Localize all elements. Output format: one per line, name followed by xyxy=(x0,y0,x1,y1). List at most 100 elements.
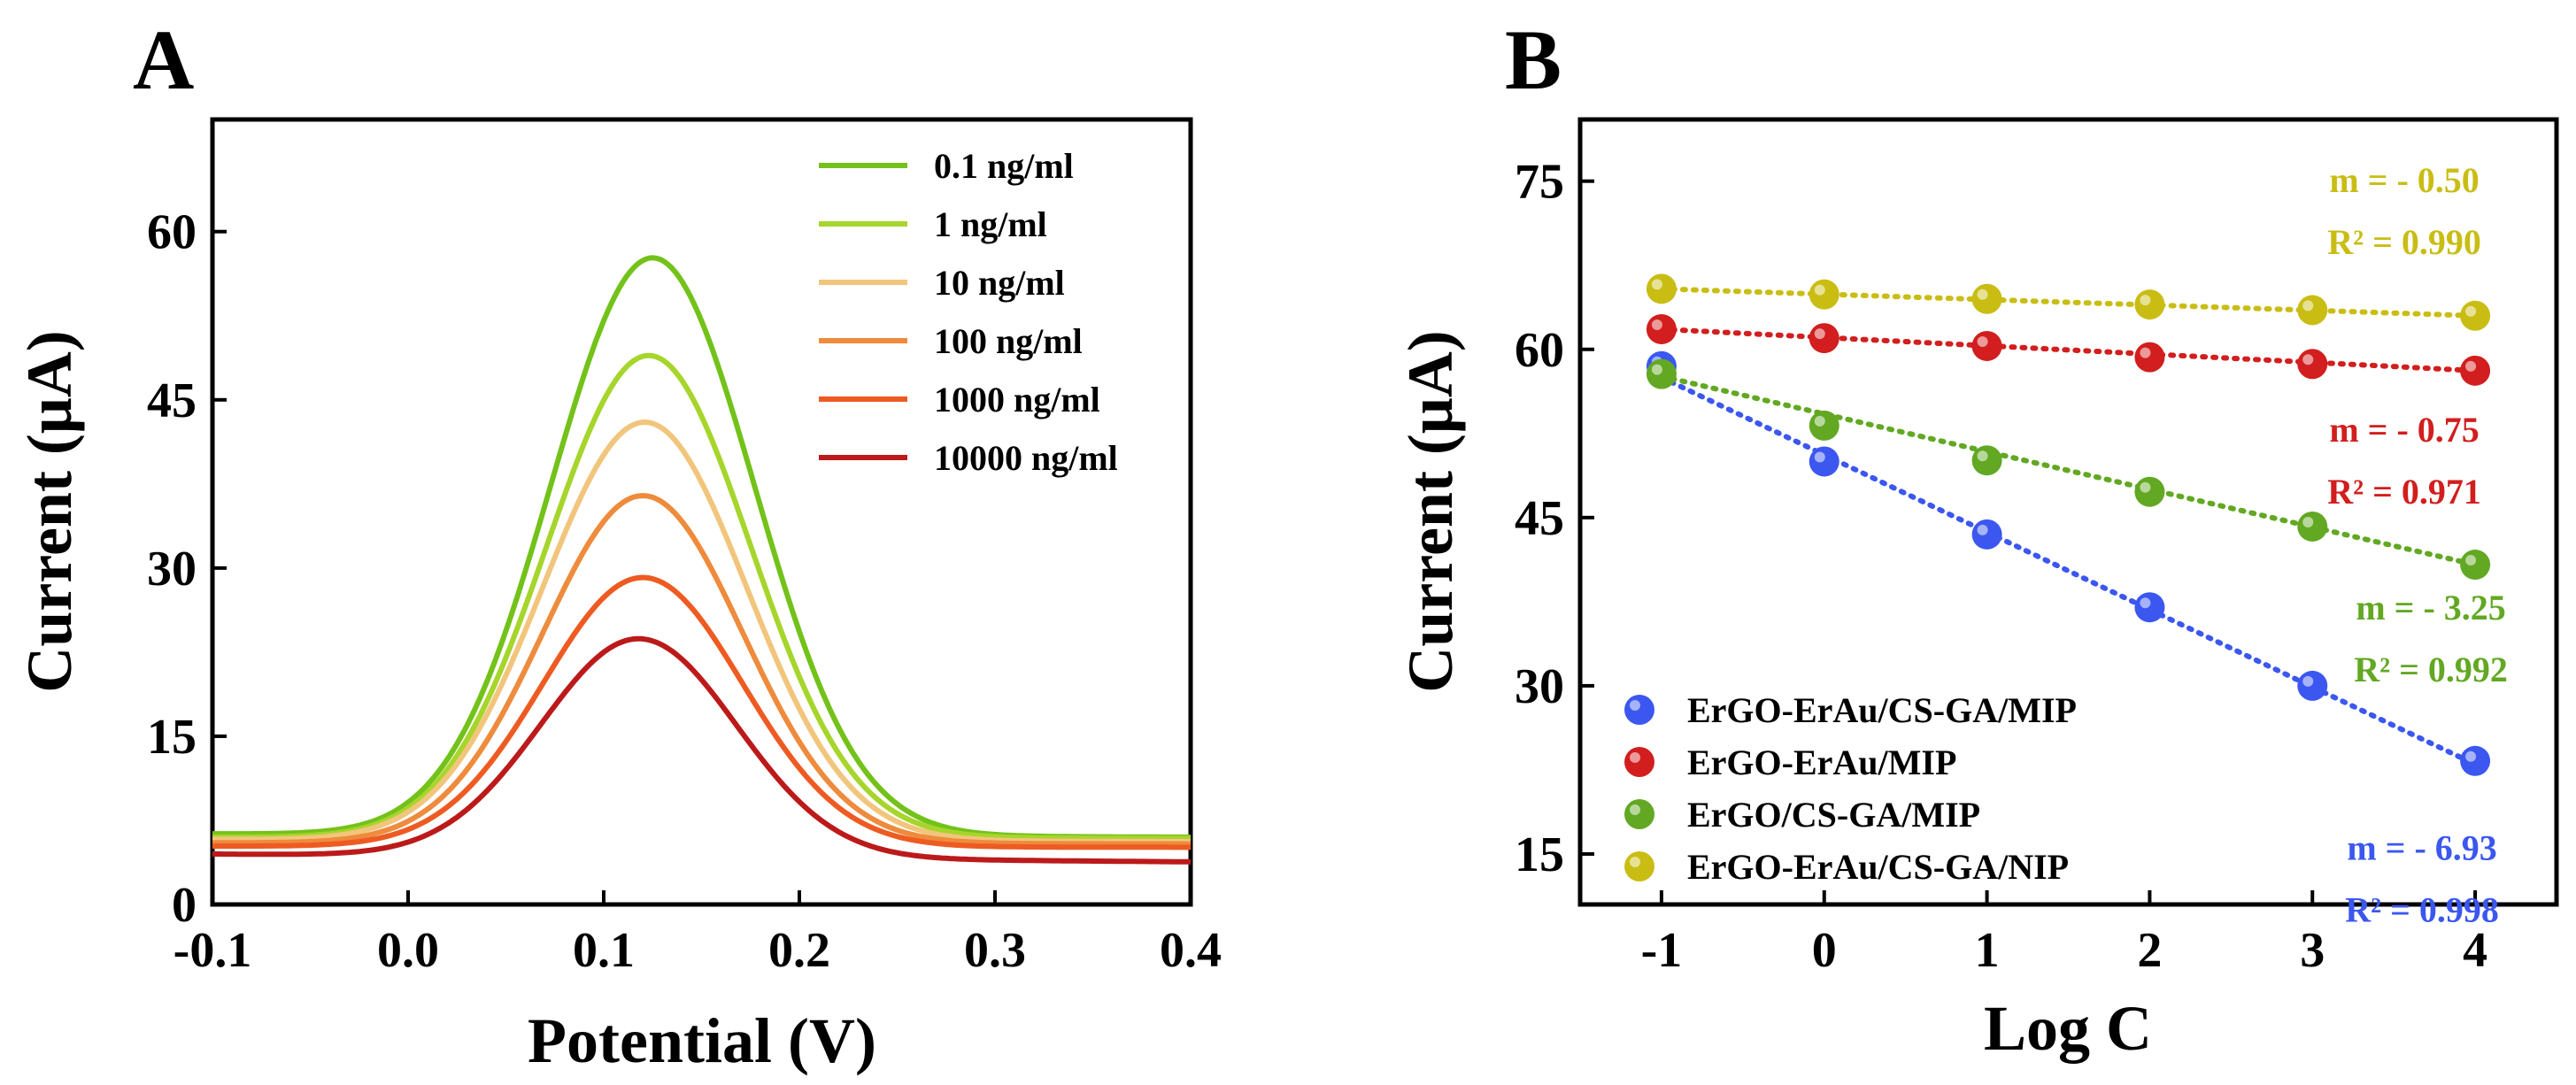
panel-a-legend-label: 10 ng/ml xyxy=(934,263,1065,303)
panel-b-legend-marker xyxy=(1624,747,1654,777)
panel-a-x-ticks: -0.1 0.0 0.1 0.2 0.3 0.4 xyxy=(174,890,1222,978)
panel-a-x-axis-title: Potential (V) xyxy=(528,1005,876,1076)
panel-a-y-tick-label: 60 xyxy=(147,205,197,260)
panel-a-x-tick-label: 0.1 xyxy=(573,923,635,978)
panel-b-x-tick-label: -1 xyxy=(1641,923,1683,978)
panel-b-slope-label: m = - 6.93 xyxy=(2347,828,2496,868)
panel-b-y-tick-label: 30 xyxy=(1515,659,1564,714)
panel-b-legend-marker xyxy=(1624,695,1654,725)
panel-a-legend-label: 0.1 ng/ml xyxy=(934,146,1074,186)
panel-b-point xyxy=(1971,519,2002,550)
panel-b-legend-label: ErGO-ErAu/CS-GA/NIP xyxy=(1687,847,2069,887)
panel-b-point-highlight xyxy=(2302,516,2314,527)
panel-a-y-tick-label: 15 xyxy=(147,710,197,765)
panel-b-points xyxy=(1646,273,2491,776)
panel-b-r2-label: R² = 0.998 xyxy=(2345,890,2499,930)
panel-a-legend-label: 10000 ng/ml xyxy=(934,438,1118,478)
panel-b-annotations: m = - 6.93 R² = 0.998 m = - 0.75 R² = 0.971… xyxy=(2327,160,2508,930)
panel-b-slope-label: m = - 0.50 xyxy=(2329,160,2479,200)
panel-b-point-highlight xyxy=(2140,481,2151,493)
panel-b-point xyxy=(2297,349,2328,380)
panel-b-point xyxy=(1971,330,2002,361)
panel-a-x-tick-label: 0.4 xyxy=(1160,923,1222,978)
panel-b-y-tick-label: 45 xyxy=(1515,491,1564,546)
panel-b-fit-lines xyxy=(1658,286,2479,767)
panel-b-point xyxy=(2297,295,2328,326)
panel-a-frame xyxy=(210,117,1193,907)
panel-b-point xyxy=(1971,283,2002,314)
panel-b-frame xyxy=(1577,117,2559,907)
panel-b-label: B xyxy=(1505,12,1562,107)
panel-b-point xyxy=(2460,300,2491,331)
panel-b-slope-label: m = - 0.75 xyxy=(2329,410,2479,450)
panel-a-label: A xyxy=(133,12,194,107)
panel-b-point xyxy=(1809,323,1839,354)
panel-b-point-highlight xyxy=(1977,289,1988,300)
panel-b-point-highlight xyxy=(2140,295,2151,306)
panel-b-point-highlight xyxy=(2302,675,2314,687)
panel-b-fit-line xyxy=(1658,326,2479,373)
panel-a-curve-4 xyxy=(212,574,1191,850)
panel-b-point xyxy=(2134,289,2165,320)
panel-a-x-tick-label: 0.3 xyxy=(964,923,1026,978)
panel-b-legend-marker-highlight xyxy=(1630,700,1640,711)
panel-b-point-highlight xyxy=(2465,360,2477,372)
panel-b-slope-label: m = - 3.25 xyxy=(2356,588,2505,627)
panel-b-point-highlight xyxy=(1977,335,1988,347)
panel-b-legend-marker-highlight xyxy=(1630,752,1640,763)
panel-b-legend-marker-highlight xyxy=(1630,804,1640,815)
panel-b-fit-line xyxy=(1658,373,2479,568)
panel-b-point-highlight xyxy=(2302,354,2314,366)
panel-b-fit-line xyxy=(1658,286,2479,319)
panel-b-x-tick-label: 3 xyxy=(2300,923,2325,978)
panel-a-legend: 0.1 ng/ml 1 ng/ml 10 ng/ml 100 ng/ml 1000 ng… xyxy=(819,146,1118,478)
panel-b-y-axis-title: Current (μA) xyxy=(1395,330,1466,692)
panel-b-point xyxy=(1809,446,1839,477)
panel-b-point-highlight xyxy=(1814,284,1825,296)
panel-b-point-highlight xyxy=(2302,300,2314,312)
panel-b-point-highlight xyxy=(1651,279,1662,290)
panel-a-legend-label: 100 ng/ml xyxy=(934,321,1083,361)
panel-b-legend-label: ErGO-ErAu/MIP xyxy=(1687,743,1956,782)
panel-b-r2-label: R² = 0.992 xyxy=(2354,650,2508,689)
panel-a-y-tick-label: 45 xyxy=(147,373,197,428)
panel-b-point xyxy=(1809,410,1839,441)
panel-b-point-highlight xyxy=(1977,524,1988,535)
panel-b-y-tick-label: 75 xyxy=(1515,155,1564,210)
panel-a-y-tick-label: 0 xyxy=(172,878,197,933)
panel-b-point-highlight xyxy=(2140,597,2151,609)
panel-b-point xyxy=(2460,745,2491,776)
panel-b-point xyxy=(2460,355,2491,386)
panel-a-y-tick-label: 30 xyxy=(147,542,197,596)
panel-b-legend: ErGO-ErAu/CS-GA/MIP ErGO-ErAu/MIP ErGO/CS-… xyxy=(1624,690,2077,887)
panel-b-point-highlight xyxy=(1814,451,1825,463)
panel-b-x-tick-label: 2 xyxy=(2137,923,2162,978)
panel-b-x-ticks: -1 0 1 2 3 4 xyxy=(1641,890,2487,978)
panel-a-curve-3 xyxy=(212,493,1191,847)
panel-b-point xyxy=(1646,358,1677,389)
panel-a-x-tick-label: 0.2 xyxy=(768,923,830,978)
panel-b-x-tick-label: 0 xyxy=(1812,923,1837,978)
panel-b-point xyxy=(1809,279,1839,310)
panel-a-y-axis-title: Current (μA) xyxy=(14,330,85,692)
panel-b-x-axis-title: Log C xyxy=(1984,993,2152,1064)
panel-b-fit-line xyxy=(1658,374,2479,767)
panel-b-y-tick-label: 60 xyxy=(1515,323,1564,378)
panel-b-legend-label: ErGO/CS-GA/MIP xyxy=(1687,795,1980,835)
panel-b-point-highlight xyxy=(1651,364,1662,375)
panel-b: B -1 0 1 2 3 4 15 30 45 60 75 ErGO-ErAu/CS-GA/MIP… xyxy=(1395,12,2559,1064)
panel-b-point xyxy=(1646,273,1677,304)
panel-a-legend-label: 1000 ng/ml xyxy=(934,380,1100,419)
panel-b-point-highlight xyxy=(2140,347,2151,358)
panel-b-point-highlight xyxy=(1977,450,1988,462)
panel-b-r2-label: R² = 0.990 xyxy=(2327,222,2481,262)
panel-b-legend-marker xyxy=(1624,799,1654,829)
panel-b-legend-marker-highlight xyxy=(1630,857,1640,867)
panel-a-curve-1 xyxy=(212,352,1191,842)
panel-b-legend-marker xyxy=(1624,851,1654,881)
panel-a-curves xyxy=(212,255,1191,865)
panel-b-legend-label: ErGO-ErAu/CS-GA/MIP xyxy=(1687,690,2077,730)
panel-b-point xyxy=(2134,342,2165,373)
panel-b-point-highlight xyxy=(2465,305,2477,317)
